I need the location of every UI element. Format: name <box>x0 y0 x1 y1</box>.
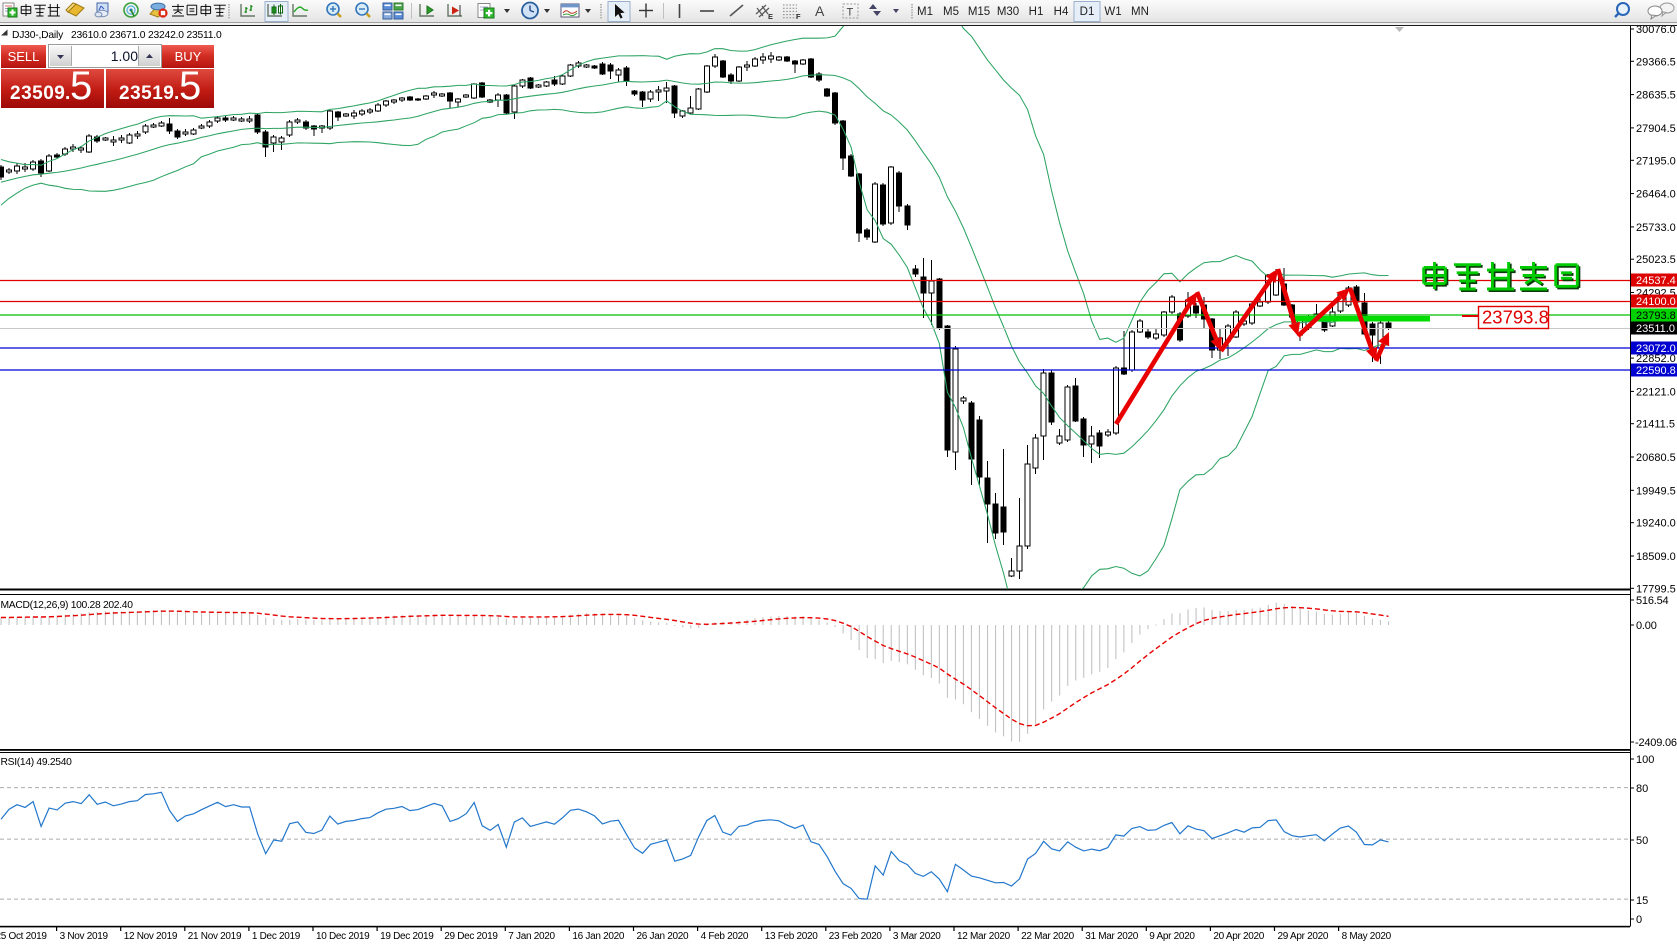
svg-text:26 Jan 2020: 26 Jan 2020 <box>637 931 689 942</box>
svg-text:21 Nov 2019: 21 Nov 2019 <box>188 931 242 942</box>
svg-text:4 Feb 2020: 4 Feb 2020 <box>701 931 749 942</box>
svg-text:17799.5: 17799.5 <box>1636 583 1676 595</box>
svg-text:23 Feb 2020: 23 Feb 2020 <box>829 931 883 942</box>
svg-text:22590.8: 22590.8 <box>1636 365 1676 377</box>
svg-text:516.54: 516.54 <box>1636 595 1669 607</box>
svg-text:25733.0: 25733.0 <box>1636 222 1676 234</box>
svg-text:20680.5: 20680.5 <box>1636 452 1676 464</box>
svg-text:30076.0: 30076.0 <box>1636 26 1676 36</box>
svg-text:0: 0 <box>1636 914 1642 926</box>
svg-text:3 Nov 2019: 3 Nov 2019 <box>60 931 109 942</box>
svg-text:28635.5: 28635.5 <box>1636 90 1676 102</box>
svg-text:23793.8: 23793.8 <box>1636 310 1676 322</box>
svg-text:29366.5: 29366.5 <box>1636 56 1676 68</box>
svg-text:RSI(14) 49.2540: RSI(14) 49.2540 <box>1 757 73 768</box>
svg-text:21411.5: 21411.5 <box>1636 419 1675 431</box>
svg-text:23793.8: 23793.8 <box>1482 307 1549 328</box>
svg-text:MN: MN <box>1131 6 1149 18</box>
svg-text:M1: M1 <box>917 6 933 18</box>
svg-text:23072.0: 23072.0 <box>1636 343 1676 355</box>
svg-text:23511.0: 23511.0 <box>1636 323 1675 335</box>
svg-text:H1: H1 <box>1029 6 1044 18</box>
svg-text:25023.5: 25023.5 <box>1636 254 1676 266</box>
svg-text:50: 50 <box>1636 835 1648 847</box>
svg-text:W1: W1 <box>1104 6 1121 18</box>
svg-text:13 Feb 2020: 13 Feb 2020 <box>765 931 819 942</box>
svg-text:A: A <box>815 3 825 19</box>
svg-text:H4: H4 <box>1054 6 1069 18</box>
svg-text:10 Dec 2019: 10 Dec 2019 <box>316 931 370 942</box>
svg-text:100: 100 <box>1636 754 1654 766</box>
svg-text:31 Mar 2020: 31 Mar 2020 <box>1085 931 1139 942</box>
svg-text:19949.5: 19949.5 <box>1636 485 1676 497</box>
svg-text:18509.0: 18509.0 <box>1636 551 1676 563</box>
svg-text:9 Apr 2020: 9 Apr 2020 <box>1149 931 1195 942</box>
svg-text:M15: M15 <box>968 6 990 18</box>
svg-text:DJ30-,Daily 23610.0 23671.0: DJ30-,Daily 23610.0 23671.0 23242.0 2351… <box>12 30 222 41</box>
svg-text:24100.0: 24100.0 <box>1636 296 1676 308</box>
svg-text:22121.0: 22121.0 <box>1636 386 1676 398</box>
svg-text:F: F <box>796 12 801 21</box>
svg-text:22 Mar 2020: 22 Mar 2020 <box>1021 931 1075 942</box>
svg-text:1 Dec 2019: 1 Dec 2019 <box>252 931 301 942</box>
svg-text:T: T <box>847 7 854 19</box>
svg-text:20 Apr 2020: 20 Apr 2020 <box>1213 931 1264 942</box>
svg-text:M30: M30 <box>997 6 1019 18</box>
svg-text:3 Mar 2020: 3 Mar 2020 <box>893 931 941 942</box>
svg-text:80: 80 <box>1636 783 1648 795</box>
svg-text:-2409.06: -2409.06 <box>1635 737 1677 749</box>
svg-text:D1: D1 <box>1080 6 1095 18</box>
svg-text:24537.4: 24537.4 <box>1636 275 1676 287</box>
svg-text:7 Jan 2020: 7 Jan 2020 <box>508 931 555 942</box>
svg-text:27904.5: 27904.5 <box>1636 123 1676 135</box>
svg-text:0.00: 0.00 <box>1636 620 1657 632</box>
svg-text:12 Mar 2020: 12 Mar 2020 <box>957 931 1011 942</box>
svg-text:19240.0: 19240.0 <box>1636 518 1676 530</box>
svg-text:MACD(12,26,9) 100.28 202.40: MACD(12,26,9) 100.28 202.40 <box>1 600 134 611</box>
svg-text:16 Jan 2020: 16 Jan 2020 <box>572 931 624 942</box>
svg-text:19 Dec 2019: 19 Dec 2019 <box>380 931 434 942</box>
svg-text:25 Oct 2019: 25 Oct 2019 <box>0 931 47 942</box>
svg-text:M5: M5 <box>943 6 959 18</box>
svg-text:15: 15 <box>1636 895 1648 907</box>
svg-text:E: E <box>768 12 773 21</box>
svg-text:29 Dec 2019: 29 Dec 2019 <box>444 931 498 942</box>
svg-text:26464.0: 26464.0 <box>1636 189 1676 201</box>
svg-text:12 Nov 2019: 12 Nov 2019 <box>124 931 178 942</box>
svg-text:22852.0: 22852.0 <box>1636 353 1676 365</box>
svg-text:27195.0: 27195.0 <box>1636 155 1676 167</box>
svg-text:8 May 2020: 8 May 2020 <box>1342 931 1392 942</box>
svg-text:29 Apr 2020: 29 Apr 2020 <box>1278 931 1329 942</box>
